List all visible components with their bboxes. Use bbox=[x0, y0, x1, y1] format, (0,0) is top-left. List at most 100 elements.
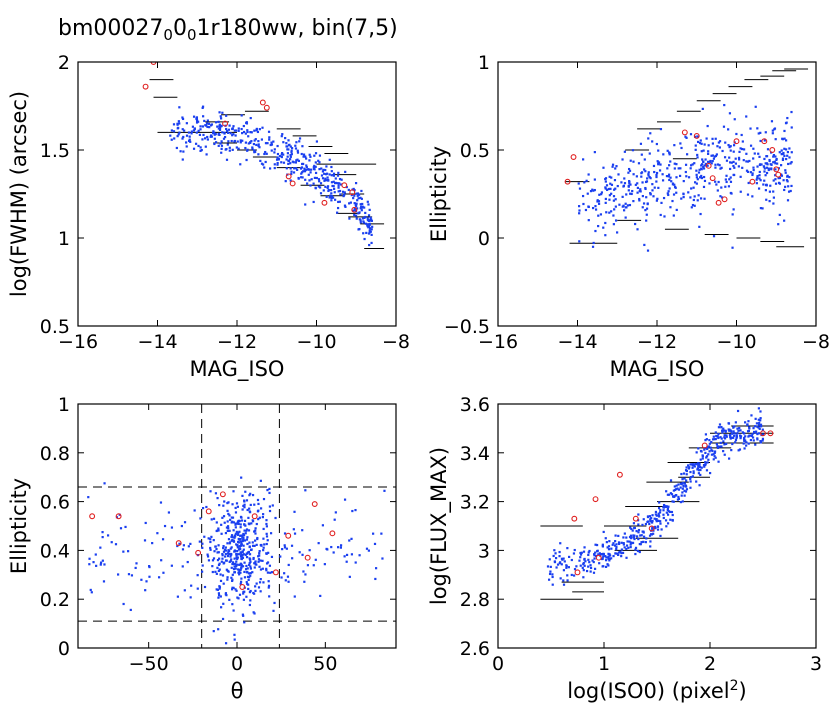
data-point bbox=[268, 509, 272, 513]
data-point bbox=[241, 550, 244, 553]
data-point bbox=[254, 138, 257, 141]
data-point bbox=[218, 504, 221, 507]
y-tick-label: 3 bbox=[478, 540, 490, 562]
data-point bbox=[242, 592, 245, 595]
data-point bbox=[236, 556, 239, 559]
data-point bbox=[176, 544, 179, 548]
data-point bbox=[652, 195, 655, 198]
data-point bbox=[333, 187, 336, 190]
data-point bbox=[641, 523, 644, 527]
data-point bbox=[687, 191, 690, 194]
data-point bbox=[781, 157, 785, 160]
data-point bbox=[262, 549, 265, 552]
data-point bbox=[236, 549, 239, 553]
data-point bbox=[611, 165, 614, 168]
data-point bbox=[355, 192, 358, 195]
data-point bbox=[609, 554, 612, 557]
data-point bbox=[646, 520, 649, 524]
data-point bbox=[772, 190, 775, 193]
data-point bbox=[596, 200, 599, 203]
data-point bbox=[284, 579, 287, 582]
data-point bbox=[732, 436, 735, 439]
data-point bbox=[729, 437, 732, 440]
data-point bbox=[732, 426, 735, 429]
data-point bbox=[669, 160, 672, 163]
data-point bbox=[309, 171, 312, 174]
data-point bbox=[617, 534, 620, 538]
data-point bbox=[289, 154, 292, 157]
data-point bbox=[602, 565, 605, 568]
data-point bbox=[697, 472, 700, 475]
data-point bbox=[237, 129, 240, 132]
data-point bbox=[758, 174, 761, 177]
data-point bbox=[201, 542, 204, 545]
data-point bbox=[781, 158, 785, 162]
data-point bbox=[266, 142, 269, 145]
data-point bbox=[714, 137, 717, 140]
data-point bbox=[201, 105, 205, 108]
data-point bbox=[372, 532, 375, 535]
data-point bbox=[235, 146, 238, 149]
data-point bbox=[768, 190, 772, 193]
data-point bbox=[645, 207, 649, 210]
data-point bbox=[252, 557, 255, 561]
data-point bbox=[717, 445, 721, 448]
data-point bbox=[222, 582, 225, 585]
data-point bbox=[204, 145, 207, 148]
data-point bbox=[668, 151, 671, 154]
data-point bbox=[657, 186, 660, 189]
data-point bbox=[763, 179, 766, 182]
data-point bbox=[724, 178, 727, 181]
data-point bbox=[765, 198, 768, 201]
data-point bbox=[608, 559, 611, 562]
data-point bbox=[308, 168, 311, 171]
data-point bbox=[289, 155, 292, 158]
data-point bbox=[717, 460, 720, 463]
data-point bbox=[651, 514, 654, 517]
data-point bbox=[304, 169, 307, 172]
data-point bbox=[715, 443, 719, 446]
data-point bbox=[617, 541, 621, 544]
data-point bbox=[608, 557, 612, 560]
data-point bbox=[374, 567, 378, 570]
data-point bbox=[243, 576, 247, 579]
data-point bbox=[749, 127, 752, 130]
data-point bbox=[690, 463, 693, 466]
data-point bbox=[356, 207, 359, 210]
data-point bbox=[693, 181, 697, 184]
data-point bbox=[252, 611, 255, 614]
data-point bbox=[620, 555, 623, 558]
data-point bbox=[239, 582, 242, 585]
data-point bbox=[232, 125, 235, 128]
data-point bbox=[217, 144, 220, 147]
data-point bbox=[592, 571, 596, 574]
plot-area bbox=[78, 404, 396, 648]
data-point bbox=[559, 577, 562, 580]
data-point bbox=[582, 158, 585, 161]
data-point bbox=[265, 152, 268, 155]
data-point bbox=[745, 169, 749, 172]
data-point bbox=[226, 529, 229, 532]
data-point bbox=[235, 556, 238, 559]
data-point bbox=[676, 487, 679, 490]
data-point bbox=[774, 155, 777, 158]
data-point bbox=[244, 132, 247, 135]
data-point bbox=[704, 162, 707, 166]
data-point bbox=[220, 151, 223, 154]
data-point bbox=[615, 165, 618, 168]
data-point bbox=[325, 179, 328, 182]
data-point bbox=[711, 159, 714, 163]
data-point bbox=[333, 191, 336, 194]
data-point bbox=[747, 420, 750, 423]
data-point bbox=[700, 164, 703, 167]
data-point bbox=[587, 551, 590, 554]
data-point bbox=[207, 559, 211, 562]
data-point bbox=[729, 435, 732, 439]
data-point bbox=[255, 582, 258, 585]
data-point bbox=[228, 542, 231, 545]
data-point bbox=[593, 557, 596, 560]
data-point bbox=[684, 170, 687, 174]
data-point bbox=[257, 518, 260, 521]
data-point bbox=[633, 534, 636, 537]
data-point bbox=[366, 224, 369, 227]
